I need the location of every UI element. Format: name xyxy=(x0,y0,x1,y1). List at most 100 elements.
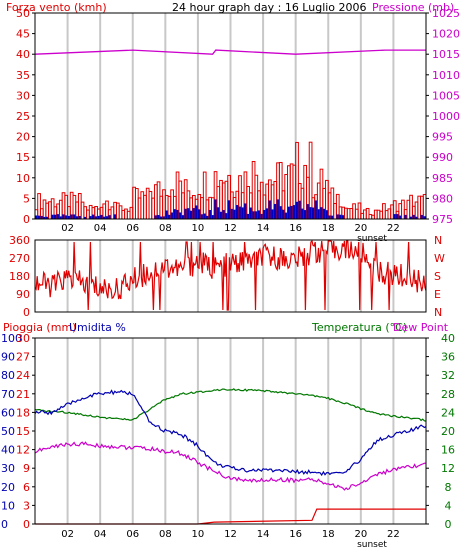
average-bar xyxy=(252,211,255,219)
wind-tick-label: 15 xyxy=(16,151,30,164)
average-bar xyxy=(249,207,253,219)
wind-tick-label: 45 xyxy=(16,28,30,41)
humidity-tick-label: 20 xyxy=(1,481,15,494)
pressure-tick-label: 1005 xyxy=(432,89,460,102)
rain-tick-label: 12 xyxy=(16,444,30,457)
time-tick-label: 02 xyxy=(61,529,74,540)
average-bar xyxy=(241,207,245,219)
humidity-axis-label: Umidita % xyxy=(69,321,126,334)
average-bar xyxy=(336,214,340,219)
pressure-tick-label: 1000 xyxy=(432,110,460,123)
average-bar xyxy=(37,215,41,219)
time-tick-label: 20 xyxy=(354,529,367,540)
pressure-tick-label: 1010 xyxy=(432,69,460,82)
wind-pressure-panel: Forza vento (kmh) 24 hour graph day : 16… xyxy=(6,1,460,244)
humidity-tick-label: 80 xyxy=(1,369,15,382)
temperature-tick-label: 20 xyxy=(441,425,455,438)
direction-compass-label: W xyxy=(434,252,445,265)
average-bar xyxy=(59,216,63,219)
wind-tick-label: 5 xyxy=(23,192,30,205)
pressure-tick-label: 990 xyxy=(432,151,453,164)
average-bar xyxy=(165,210,169,219)
average-bar xyxy=(100,214,103,219)
time-tick-label: 12 xyxy=(224,529,237,540)
rain-tick-label: 6 xyxy=(23,481,30,494)
pressure-tick-label: 1015 xyxy=(432,48,460,61)
time-tick-label: 14 xyxy=(257,529,270,540)
time-tick-label: 10 xyxy=(192,529,205,540)
direction-degree-label: 180 xyxy=(9,270,30,283)
time-tick-label: 08 xyxy=(159,223,172,234)
temperature-axis-label: Temperatura (°C) xyxy=(311,321,407,334)
average-bar xyxy=(203,213,207,219)
average-bar xyxy=(102,216,106,219)
average-bar xyxy=(330,215,334,219)
pressure-tick-label: 1020 xyxy=(432,28,460,41)
average-bar xyxy=(225,213,228,219)
temperature-tick-label: 0 xyxy=(445,518,452,531)
average-bar xyxy=(168,214,171,219)
rain-tick-label: 18 xyxy=(16,406,30,419)
average-bar xyxy=(420,214,424,219)
average-bar xyxy=(181,215,185,219)
temperature-tick-label: 36 xyxy=(441,351,455,364)
time-tick-label: 20 xyxy=(354,223,367,234)
wind-tick-label: 30 xyxy=(16,89,30,102)
average-bar xyxy=(320,207,323,219)
direction-degree-label: 360 xyxy=(9,234,30,247)
direction-compass-label: N xyxy=(434,306,442,319)
rain-tick-label: 0 xyxy=(23,518,30,531)
average-bar xyxy=(303,210,307,219)
average-bar xyxy=(184,208,188,219)
time-tick-label: 16 xyxy=(289,223,302,234)
average-bar xyxy=(192,208,196,219)
humidity-tick-label: 0 xyxy=(1,518,8,531)
temperature-tick-label: 4 xyxy=(445,499,452,512)
time-tick-label: 10 xyxy=(192,223,205,234)
average-bar xyxy=(75,216,79,219)
sunset-label: sunset xyxy=(357,234,387,244)
wind-tick-label: 25 xyxy=(16,110,30,123)
average-bar xyxy=(214,199,217,219)
time-tick-label: 02 xyxy=(61,223,74,234)
dewpoint-axis-label: Dew Point xyxy=(393,321,449,334)
time-tick-label: 22 xyxy=(387,529,400,540)
average-bar xyxy=(45,216,49,219)
average-bar xyxy=(170,212,174,219)
average-bar xyxy=(412,214,416,219)
pressure-line xyxy=(34,49,426,55)
average-bar xyxy=(265,208,269,219)
humidity-line xyxy=(34,389,427,477)
humidity-tick-label: 50 xyxy=(1,425,15,438)
average-bar xyxy=(73,214,76,219)
humidity-tick-label: 100 xyxy=(1,332,22,345)
temperature-tick-label: 12 xyxy=(441,462,455,475)
average-bar xyxy=(314,200,318,219)
average-bar xyxy=(64,215,68,219)
average-bar xyxy=(235,205,239,219)
average-bar xyxy=(295,201,299,219)
time-tick-label: 16 xyxy=(289,529,302,540)
wind-tick-label: 10 xyxy=(16,172,30,185)
average-bar xyxy=(227,200,231,219)
temperature-humidity-panel: Pioggia (mm) Umidita % Temperatura (°C) … xyxy=(1,321,455,550)
temperature-tick-label: 8 xyxy=(445,481,452,494)
average-bar xyxy=(197,209,201,219)
time-tick-label: 04 xyxy=(94,529,107,540)
direction-compass-label: N xyxy=(434,234,442,247)
average-bar xyxy=(162,216,166,219)
average-bar xyxy=(279,206,283,219)
time-tick-label: 04 xyxy=(94,223,107,234)
average-bar xyxy=(306,204,310,219)
direction-degree-label: 90 xyxy=(16,288,30,301)
average-bar xyxy=(70,214,74,219)
average-bar xyxy=(317,209,321,219)
average-bar xyxy=(257,210,261,219)
direction-compass-label: E xyxy=(434,288,441,301)
average-bar xyxy=(195,205,198,219)
pressure-tick-label: 1025 xyxy=(432,7,460,20)
dewpoint-line xyxy=(34,441,426,491)
average-bar xyxy=(154,215,158,219)
average-bar xyxy=(208,210,212,219)
